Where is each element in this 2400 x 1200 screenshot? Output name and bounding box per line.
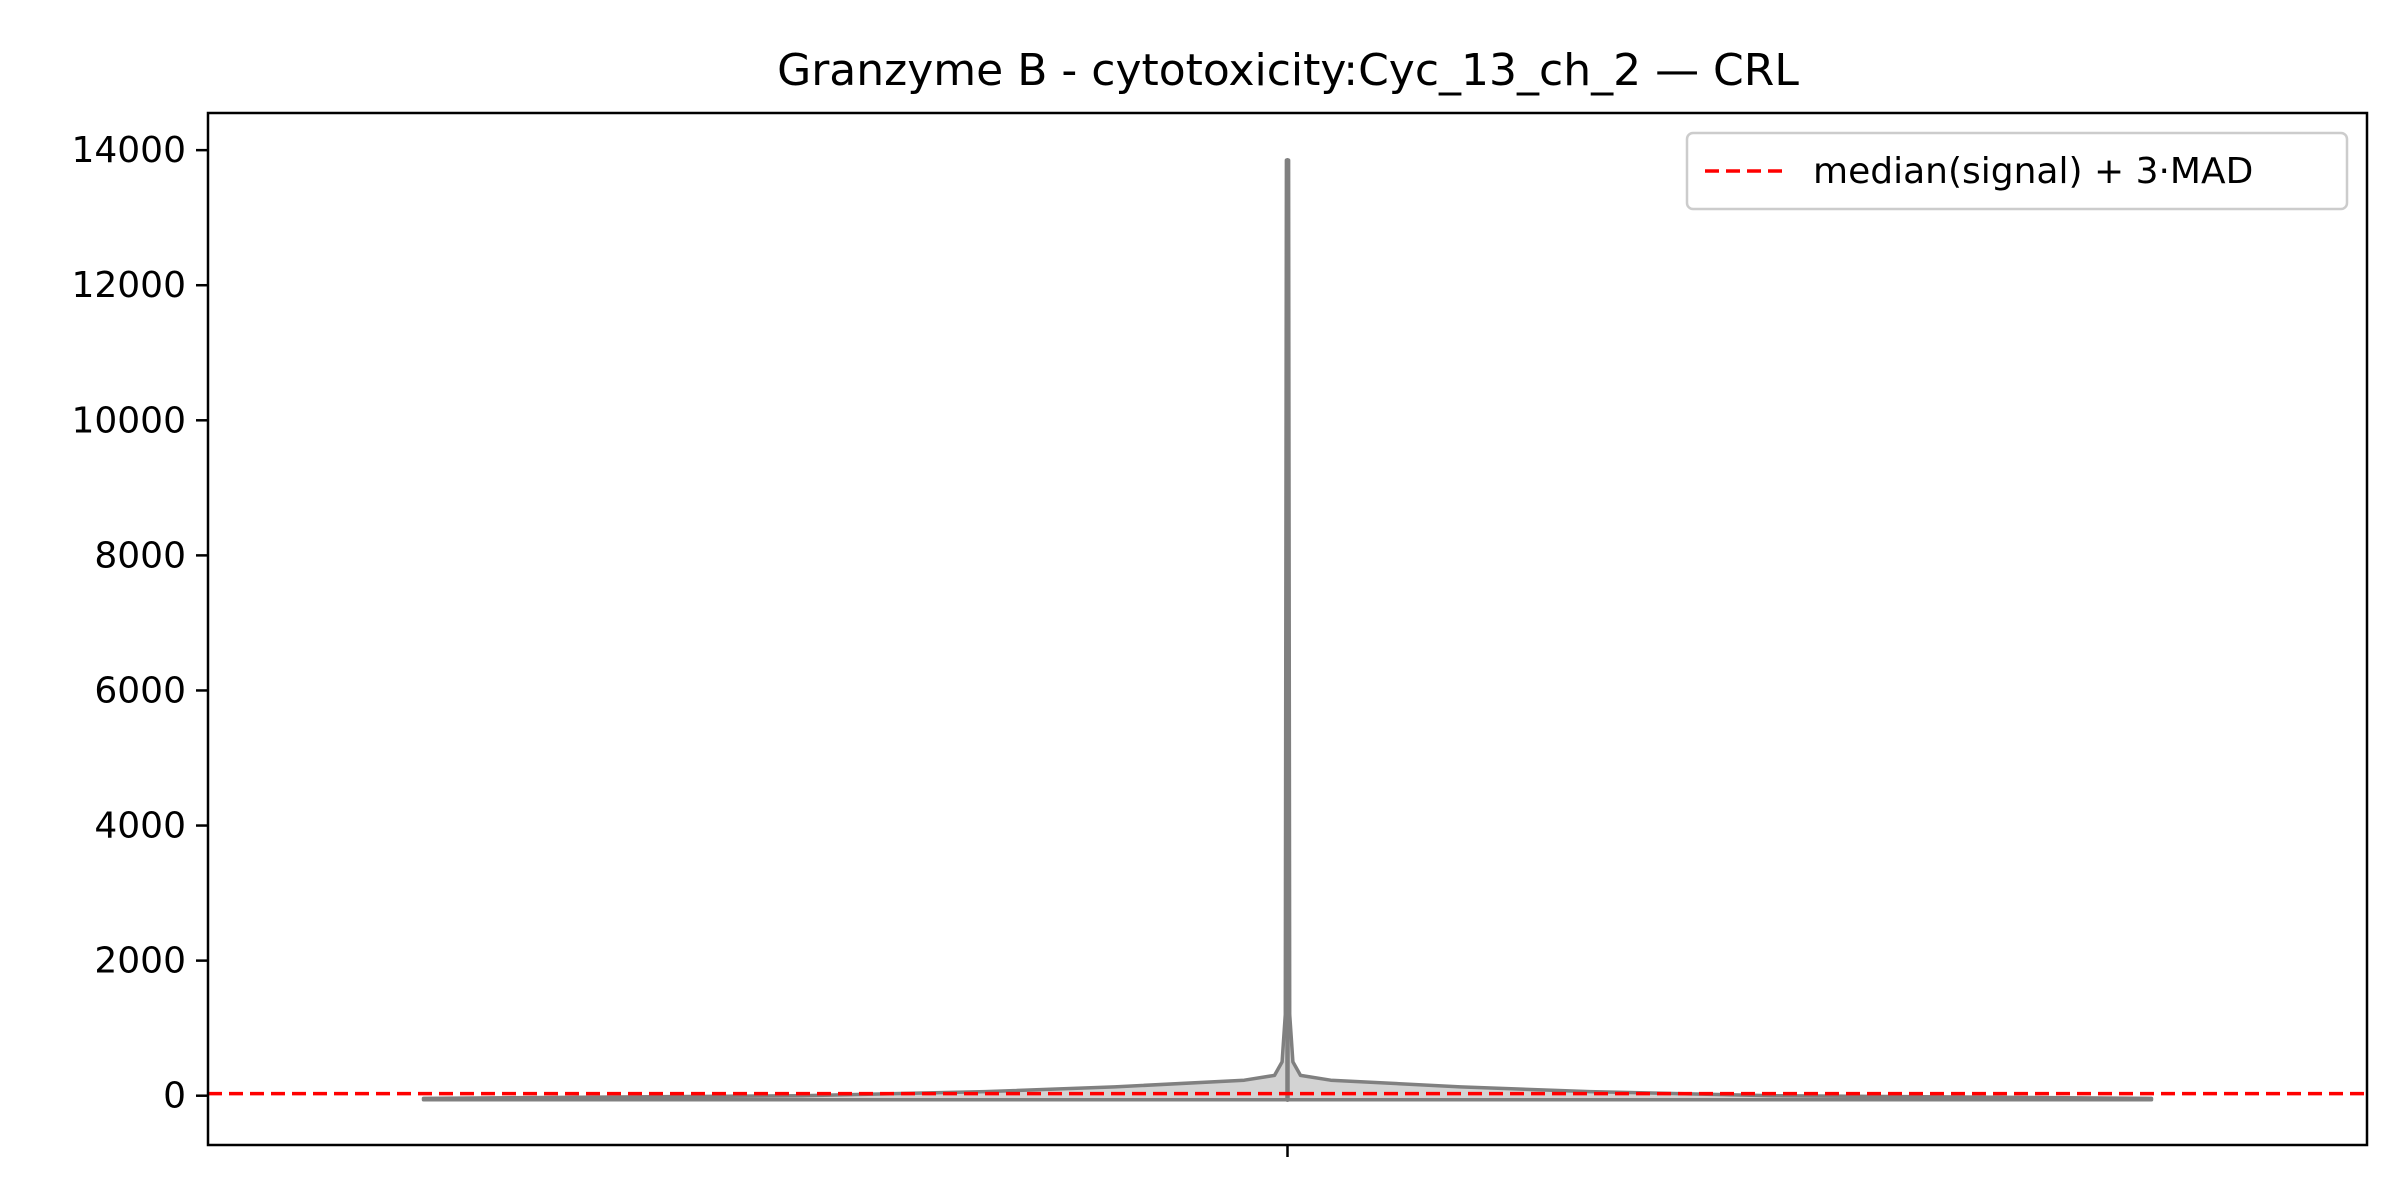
y-axis: 0 2000 4000 6000 8000 10000 12000 14000 [71, 130, 208, 1117]
y-tick-label: 12000 [71, 265, 186, 306]
legend: median(signal) + 3·MAD [1685, 131, 2349, 211]
chart-title: Granzyme B - cytotoxicity:Cyc_13_ch_2 — … [777, 45, 1799, 96]
legend-box [1685, 131, 2349, 211]
y-tick-label: 14000 [71, 130, 186, 171]
y-tick-label: 2000 [94, 941, 186, 982]
plot-frame [206, 111, 2369, 1147]
plot-area [208, 158, 2367, 1102]
y-tick-label: 6000 [94, 670, 186, 711]
y-tick-label: 0 [163, 1076, 186, 1117]
y-tick-label: 4000 [94, 806, 186, 847]
y-tick-label: 8000 [94, 535, 186, 576]
y-tick-label: 10000 [71, 400, 186, 441]
legend-label: median(signal) + 3·MAD [1813, 151, 2253, 192]
